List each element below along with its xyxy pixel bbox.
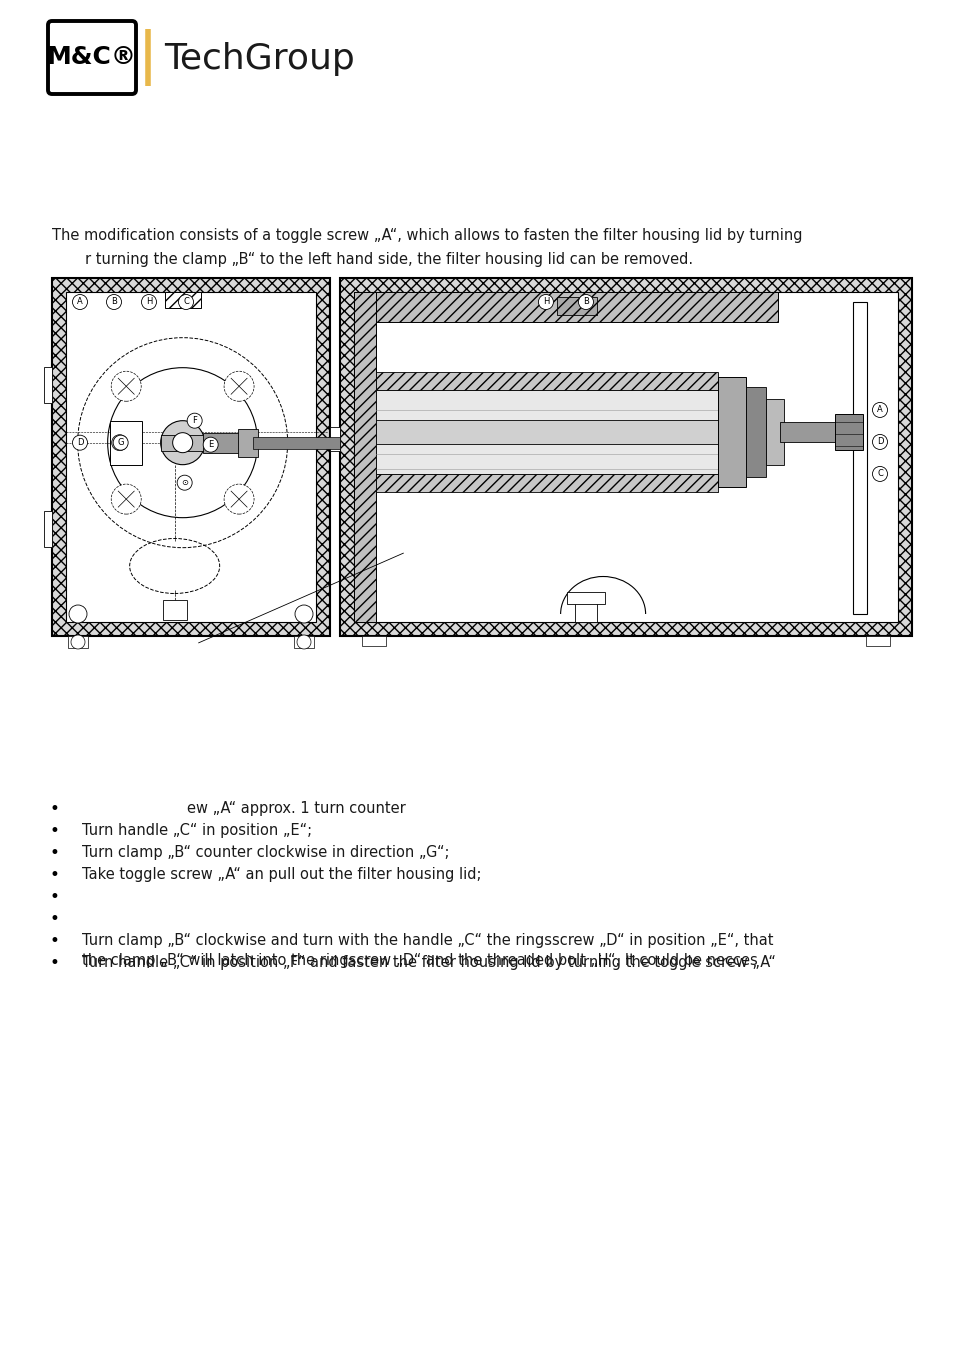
Circle shape: [141, 294, 156, 309]
Circle shape: [578, 294, 593, 309]
Bar: [354, 292, 375, 622]
Circle shape: [112, 371, 141, 401]
Bar: [745, 387, 765, 477]
Circle shape: [72, 435, 88, 450]
Text: •: •: [49, 844, 59, 863]
Bar: [66, 292, 315, 622]
Bar: [557, 297, 597, 315]
Text: the clamp „B“ will latch into the ringscrew „D“ and the threaded bolt „H“. It co: the clamp „B“ will latch into the ringsc…: [82, 953, 757, 968]
Text: B: B: [111, 297, 117, 306]
Text: TechGroup: TechGroup: [164, 42, 355, 76]
Circle shape: [537, 294, 553, 309]
Bar: [330, 427, 339, 451]
Bar: [339, 278, 911, 636]
Bar: [375, 373, 718, 390]
Text: Turn handle „C“ in position „E“;: Turn handle „C“ in position „E“;: [82, 824, 312, 838]
Bar: [52, 278, 330, 636]
Bar: [375, 420, 747, 444]
Bar: [44, 510, 52, 547]
Circle shape: [72, 294, 88, 309]
Text: A: A: [77, 297, 83, 306]
Text: D: D: [876, 437, 882, 447]
Text: •: •: [49, 801, 59, 818]
Circle shape: [113, 435, 128, 450]
Circle shape: [112, 485, 141, 514]
Text: The modification consists of a toggle screw „A“, which allows to fasten the filt: The modification consists of a toggle sc…: [52, 228, 801, 243]
Text: •: •: [49, 865, 59, 884]
Bar: [253, 436, 339, 448]
Bar: [718, 377, 745, 487]
Text: E: E: [208, 440, 213, 450]
Bar: [375, 474, 718, 491]
Bar: [294, 636, 314, 648]
Bar: [361, 636, 386, 647]
Bar: [68, 636, 88, 648]
Bar: [865, 636, 889, 647]
Bar: [852, 302, 866, 614]
Text: F: F: [192, 416, 197, 425]
Circle shape: [872, 435, 886, 450]
Bar: [44, 367, 52, 404]
Circle shape: [112, 435, 128, 451]
Circle shape: [296, 634, 311, 649]
Text: Take toggle screw „A“ an pull out the filter housing lid;: Take toggle screw „A“ an pull out the fi…: [82, 867, 481, 882]
Text: A: A: [876, 405, 882, 414]
Bar: [780, 423, 840, 441]
Bar: [110, 421, 141, 464]
Bar: [160, 435, 205, 451]
Bar: [354, 292, 897, 622]
Text: r turning the clamp „B“ to the left hand side, the filter housing lid can be rem: r turning the clamp „B“ to the left hand…: [85, 252, 693, 267]
Text: •: •: [49, 888, 59, 906]
Text: M&C®: M&C®: [47, 46, 137, 69]
Circle shape: [160, 421, 205, 464]
Text: D: D: [76, 439, 83, 447]
FancyBboxPatch shape: [48, 22, 136, 94]
Circle shape: [69, 605, 87, 622]
Text: Turn handle „C“ in position „F“ and fasten the filter housing lid by turning the: Turn handle „C“ in position „F“ and fast…: [82, 954, 775, 971]
Circle shape: [203, 437, 218, 452]
Bar: [834, 414, 862, 450]
Circle shape: [224, 485, 253, 514]
Text: Turn clamp „B“ counter clockwise in direction „G“;: Turn clamp „B“ counter clockwise in dire…: [82, 845, 449, 860]
Circle shape: [187, 413, 202, 428]
Text: H: H: [542, 297, 549, 306]
Circle shape: [177, 475, 192, 490]
Text: ew „A“ approx. 1 turn counter: ew „A“ approx. 1 turn counter: [187, 801, 405, 815]
Bar: [574, 602, 596, 622]
Text: •: •: [49, 954, 59, 972]
Bar: [375, 292, 778, 323]
Circle shape: [872, 467, 886, 482]
Bar: [237, 429, 257, 456]
Text: •: •: [49, 910, 59, 927]
Text: •: •: [49, 931, 59, 950]
Bar: [165, 292, 200, 308]
Text: H: H: [146, 297, 152, 306]
Circle shape: [178, 294, 193, 309]
Text: C: C: [876, 470, 882, 478]
Circle shape: [172, 433, 193, 452]
Circle shape: [224, 371, 253, 401]
Text: Turn clamp „B“ clockwise and turn with the handle „C“ the ringsscrew „D“ in posi: Turn clamp „B“ clockwise and turn with t…: [82, 933, 773, 948]
Circle shape: [872, 402, 886, 417]
Text: •: •: [49, 822, 59, 840]
Text: B: B: [582, 297, 588, 306]
Circle shape: [294, 605, 313, 622]
Bar: [852, 417, 862, 447]
Bar: [375, 390, 718, 474]
Bar: [163, 599, 187, 620]
Bar: [765, 400, 783, 464]
Bar: [202, 433, 242, 452]
Bar: [566, 593, 604, 603]
Text: C: C: [183, 297, 189, 306]
Text: G: G: [117, 439, 124, 447]
Circle shape: [107, 294, 121, 309]
Text: ⊙: ⊙: [181, 478, 188, 487]
Circle shape: [71, 634, 85, 649]
